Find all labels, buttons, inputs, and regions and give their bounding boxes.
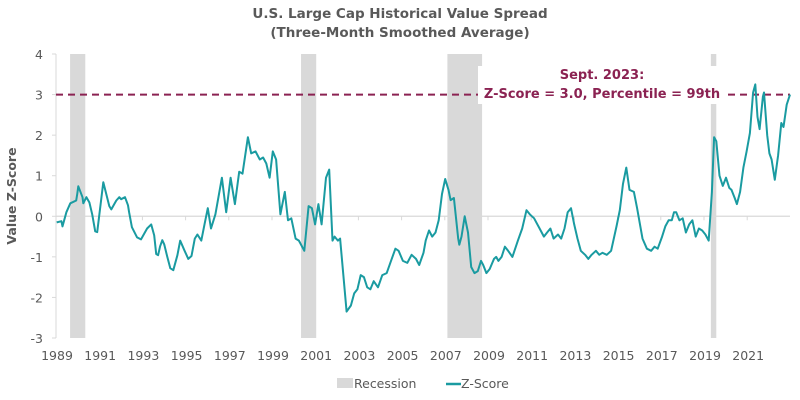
y-tick-label: -1 <box>31 250 43 265</box>
x-tick-label: 1997 <box>214 348 246 363</box>
legend-zscore-label: Z-Score <box>461 376 509 391</box>
x-tick-label: 1989 <box>41 348 73 363</box>
y-axis-title: Value Z-Score <box>4 147 19 244</box>
x-tick-label: 1995 <box>171 348 203 363</box>
x-tick-label: 2017 <box>646 348 678 363</box>
recession-bands <box>70 54 717 338</box>
x-tick-label: 2021 <box>732 348 764 363</box>
y-tick-label: 1 <box>35 169 43 184</box>
x-tick-label: 1993 <box>127 348 159 363</box>
annotation-background <box>478 66 726 104</box>
x-tick-label: 2001 <box>300 348 332 363</box>
x-tick-label: 1999 <box>257 348 289 363</box>
legend-recession-swatch <box>337 378 353 388</box>
x-tick-label: 2003 <box>343 348 375 363</box>
x-tick-label: 2007 <box>430 348 462 363</box>
x-tick-label: 1991 <box>84 348 116 363</box>
annotation-values: Z-Score = 3.0, Percentile = 99th <box>484 87 720 102</box>
y-tick-label: 2 <box>35 128 43 143</box>
legend: Recession Z-Score <box>337 376 509 391</box>
x-tick-label: 2009 <box>473 348 505 363</box>
annotation-date: Sept. 2023: <box>560 68 645 83</box>
x-tick-label: 2015 <box>603 348 635 363</box>
y-axis: 4 3 2 1 0 -1 -2 -3 <box>31 47 57 346</box>
x-tick-label: 2013 <box>559 348 591 363</box>
y-tick-label: -2 <box>31 290 43 305</box>
recession-band <box>710 54 717 338</box>
y-tick-label: 4 <box>35 47 43 62</box>
chart-subtitle: (Three-Month Smoothed Average) <box>270 25 529 41</box>
y-tick-label: -3 <box>31 331 43 346</box>
y-tick-label: 3 <box>35 88 43 103</box>
recession-band <box>447 54 483 338</box>
chart-title: U.S. Large Cap Historical Value Spread <box>252 6 547 22</box>
legend-recession-label: Recession <box>354 376 416 391</box>
x-tick-label: 2011 <box>516 348 548 363</box>
x-tick-label: 2005 <box>387 348 419 363</box>
z-score-line <box>56 83 791 313</box>
recession-band <box>301 54 317 338</box>
x-axis: 1989 1991 1993 1995 1997 1999 2001 2003 2005 2007… <box>41 215 790 363</box>
y-tick-label: 0 <box>35 209 43 224</box>
x-tick-label: 2019 <box>689 348 721 363</box>
